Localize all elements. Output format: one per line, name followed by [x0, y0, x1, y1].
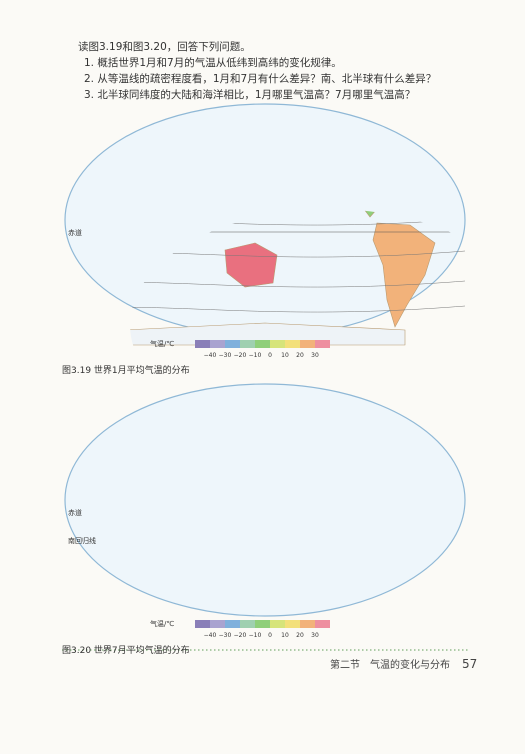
legend-tick: −40	[204, 352, 217, 359]
question: 2. 从等温线的疏密程度看，1月和7月有什么差异？南、北半球有什么差异？	[84, 72, 436, 85]
legend-tick: −20	[234, 632, 247, 639]
question: 1. 概括世界1月和7月的气温从低纬到高纬的变化规律。	[84, 56, 342, 69]
legend-swatch	[285, 620, 300, 628]
isotherm	[130, 305, 466, 313]
legend-swatch	[210, 340, 225, 348]
question: 3. 北半球同纬度的大陆和海洋相比，1月哪里气温高？7月哪里气温高？	[84, 88, 415, 101]
legend-title: 气温/℃	[150, 619, 174, 628]
isotherm	[130, 280, 466, 288]
legend-tick: −30	[219, 352, 232, 359]
legend-swatch	[240, 620, 255, 628]
intro: 读图3.19和图3.20，回答下列问题。	[78, 40, 251, 53]
page-number: 57	[462, 657, 477, 671]
legend-tick: −30	[219, 632, 232, 639]
legend-swatch	[315, 340, 330, 348]
legend-tick: −10	[249, 632, 262, 639]
legend-tick: 0	[268, 632, 272, 639]
legend-swatch	[300, 620, 315, 628]
isotherm	[130, 250, 466, 258]
legend-tick: 20	[296, 352, 304, 359]
figure-caption: 图3.19 世界1月平均气温的分布	[62, 364, 190, 376]
legend-tick: 10	[281, 352, 289, 359]
legend-swatch	[285, 340, 300, 348]
legend-swatch	[195, 340, 210, 348]
legend-title: 气温/℃	[150, 339, 174, 348]
legend-swatch	[255, 620, 270, 628]
greenland	[410, 107, 450, 140]
legend-swatch	[240, 340, 255, 348]
legend-tick: −40	[204, 632, 217, 639]
legend-swatch	[210, 620, 225, 628]
legend-swatch	[300, 340, 315, 348]
legend-tick: 30	[311, 632, 319, 639]
map-label: 赤道	[68, 508, 82, 517]
map-label: 赤道	[68, 228, 82, 237]
legend-swatch	[315, 620, 330, 628]
map-label: 南回归线	[68, 536, 96, 545]
legend-tick: 0	[268, 352, 272, 359]
legend-tick: 10	[281, 632, 289, 639]
legend-tick: 20	[296, 632, 304, 639]
greenland	[410, 387, 450, 420]
south-america	[372, 222, 436, 328]
legend-swatch	[195, 620, 210, 628]
legend-tick: −20	[234, 352, 247, 359]
legend-tick: −10	[249, 352, 262, 359]
figure-caption: 图3.20 世界7月平均气温的分布	[62, 644, 190, 656]
legend-swatch	[270, 340, 285, 348]
ocean	[64, 383, 466, 617]
footer-section: 第二节 气温的变化与分布	[330, 658, 450, 671]
legend-swatch	[270, 620, 285, 628]
legend-tick: 30	[311, 352, 319, 359]
legend-swatch	[225, 340, 240, 348]
australia	[224, 242, 278, 288]
antarctica	[130, 322, 406, 346]
legend-swatch	[255, 340, 270, 348]
legend-swatch	[225, 620, 240, 628]
